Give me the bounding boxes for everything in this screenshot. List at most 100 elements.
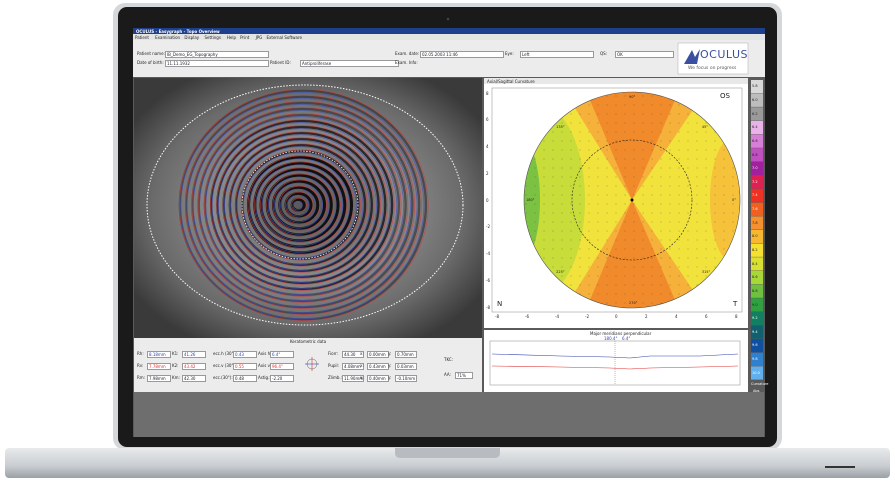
grid-dot [615,104,617,106]
menu-item[interactable]: External Software [266,34,303,40]
grid-dot [570,230,572,232]
field-value: Left [520,50,594,58]
angle-label: 45° [701,124,709,129]
grid-dot [687,230,689,232]
grid-dot [561,122,563,124]
grid-dot [615,122,617,124]
grid-dot [624,203,626,205]
grid-dot [669,293,671,295]
scale-label: 6.4 [752,125,758,130]
grid-dot [696,140,698,142]
grid-dot [579,113,581,115]
grid-dot [678,176,680,178]
grid-dot [669,113,671,115]
scale-label: 8.0 [752,234,758,239]
grid-dot [588,284,590,286]
grid-dot [696,275,698,277]
grid-dot [714,167,716,169]
grid-dot [588,194,590,196]
temporal-label: T [733,300,738,308]
ring [228,137,374,273]
meridian-panel [484,330,748,392]
grid-dot [615,248,617,250]
ring-blue [224,134,377,277]
scale-label: 7.0 [752,166,758,171]
grid-dot [561,194,563,196]
grid-dot [651,95,653,97]
grid-dot [606,113,608,115]
grid-dot [597,113,599,115]
grid-dot [660,140,662,142]
grid-dot [642,221,644,223]
grid-dot [669,140,671,142]
kerato-label: K2: [172,363,179,368]
grid-dot [579,212,581,214]
ring [265,173,333,237]
grid-dot [606,293,608,295]
grid-dot [642,185,644,187]
grid-dot [669,275,671,277]
grid-dot [687,176,689,178]
grid-dot [714,248,716,250]
indicator [825,466,855,468]
menu-item[interactable]: Print [240,34,250,40]
grid-dot [570,167,572,169]
menu-item[interactable]: JPG [255,34,263,40]
grid-dot [642,284,644,286]
kerato-label: ecc.v (30°): [213,363,237,368]
grid-dot [606,275,608,277]
scale-label: 6.2 [752,111,758,116]
grid-dot [606,194,608,196]
grid-dot [561,131,563,133]
ring-blue [180,92,425,320]
grid-dot [570,266,572,268]
grid-dot [705,221,707,223]
grid-dot [534,212,536,214]
grid-dot [678,212,680,214]
grid-dot [588,113,590,115]
y-tick-label: 8 [486,90,489,96]
x-tick-label: -2 [585,314,589,319]
grid-dot [723,212,725,214]
grid-dot [642,248,644,250]
menu-item[interactable]: Display [184,34,200,40]
grid-dot [660,212,662,214]
grid-dot [525,194,527,196]
field-label: QS: [600,51,608,56]
grid-dot [543,194,545,196]
grid-dot [624,248,626,250]
grid-dot [705,140,707,142]
menu-item[interactable]: Settings [204,34,221,40]
menu-item[interactable]: Help [226,34,237,40]
grid-dot [660,248,662,250]
grid-dot [606,212,608,214]
grid-dot [606,302,608,304]
grid-dot [642,104,644,106]
grid-dot [534,176,536,178]
kerato-label: K1: [172,351,179,356]
grid-dot [552,212,554,214]
grid-dot [696,176,698,178]
grid-dot [633,140,635,142]
menu-item[interactable]: Examination [155,34,181,40]
grid-dot [642,212,644,214]
angle-label: 0° [732,197,736,202]
grid-dot [696,131,698,133]
grid-dot [534,185,536,187]
kerato-value: 6.4° [270,350,294,358]
ring-red [210,119,395,291]
grid-dot [723,185,725,187]
scale-cell [751,270,763,285]
grid-dot [669,122,671,124]
menu-item[interactable]: Patient [135,34,149,40]
grid-dot [723,248,725,250]
kerato-value: 0.43 [233,350,257,358]
grid-dot [660,293,662,295]
scale-label: 9.8 [752,357,758,362]
grid-dot [660,203,662,205]
grid-dot [552,167,554,169]
scale-label: 9.0 [752,302,758,307]
grid-dot [633,185,635,187]
grid-dot [579,140,581,142]
grid-dot [732,185,734,187]
